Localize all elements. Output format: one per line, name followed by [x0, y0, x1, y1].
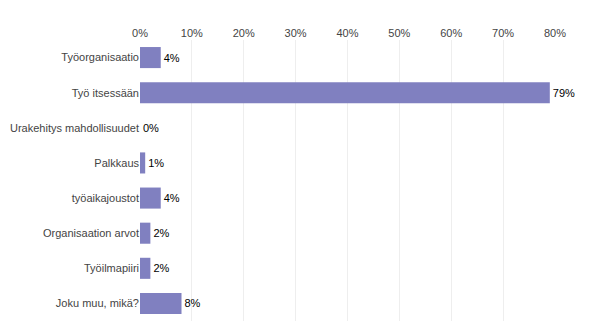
svg-text:Urakehitys mahdollisuudet: Urakehitys mahdollisuudet: [10, 122, 139, 134]
svg-text:4%: 4%: [164, 192, 180, 204]
svg-text:20%: 20%: [233, 27, 255, 39]
svg-text:30%: 30%: [285, 27, 307, 39]
svg-text:Työ itsessään: Työ itsessään: [72, 87, 139, 99]
svg-text:40%: 40%: [336, 27, 358, 39]
svg-text:Palkkaus: Palkkaus: [94, 157, 139, 169]
svg-text:0%: 0%: [132, 27, 148, 39]
svg-text:8%: 8%: [185, 297, 201, 309]
svg-text:0%: 0%: [143, 122, 159, 134]
svg-text:työaikajoustot: työaikajoustot: [72, 192, 139, 204]
svg-text:70%: 70%: [492, 27, 514, 39]
svg-text:10%: 10%: [181, 27, 203, 39]
svg-text:Organisaation arvot: Organisaation arvot: [43, 227, 139, 239]
svg-text:80%: 80%: [544, 27, 566, 39]
svg-text:60%: 60%: [440, 27, 462, 39]
svg-text:1%: 1%: [148, 157, 164, 169]
svg-text:2%: 2%: [153, 227, 169, 239]
svg-text:50%: 50%: [388, 27, 410, 39]
svg-text:79%: 79%: [553, 87, 575, 99]
svg-text:Joku muu, mikä?: Joku muu, mikä?: [56, 297, 139, 309]
svg-text:2%: 2%: [153, 262, 169, 274]
svg-text:Työilmapiiri: Työilmapiiri: [84, 262, 139, 274]
svg-text:4%: 4%: [164, 52, 180, 64]
svg-text:Työorganisaatio: Työorganisaatio: [61, 51, 139, 63]
